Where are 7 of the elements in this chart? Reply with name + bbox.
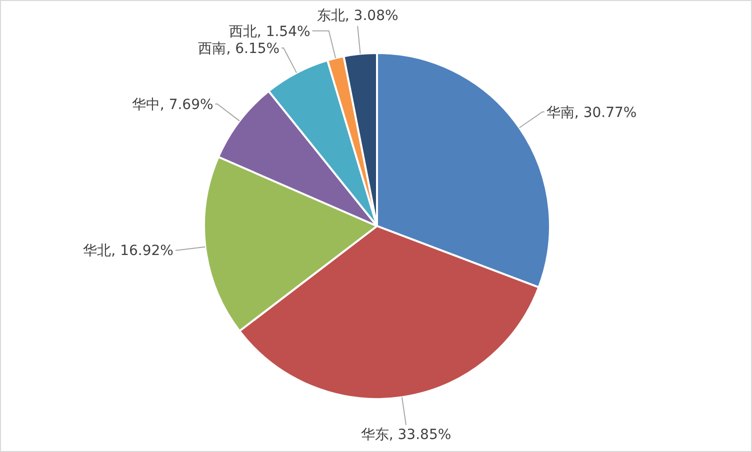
slice-label: 华北, 16.92%: [83, 243, 174, 260]
slice-label: 华中, 7.69%: [132, 96, 214, 113]
slice-label: 华南, 30.77%: [546, 104, 637, 121]
slice-label: 东北, 3.08%: [316, 8, 398, 24]
slice-label: 华东, 33.85%: [360, 426, 452, 443]
slice-label: 西北, 1.54%: [228, 24, 310, 40]
slice-label: 西南, 6.15%: [198, 41, 280, 58]
